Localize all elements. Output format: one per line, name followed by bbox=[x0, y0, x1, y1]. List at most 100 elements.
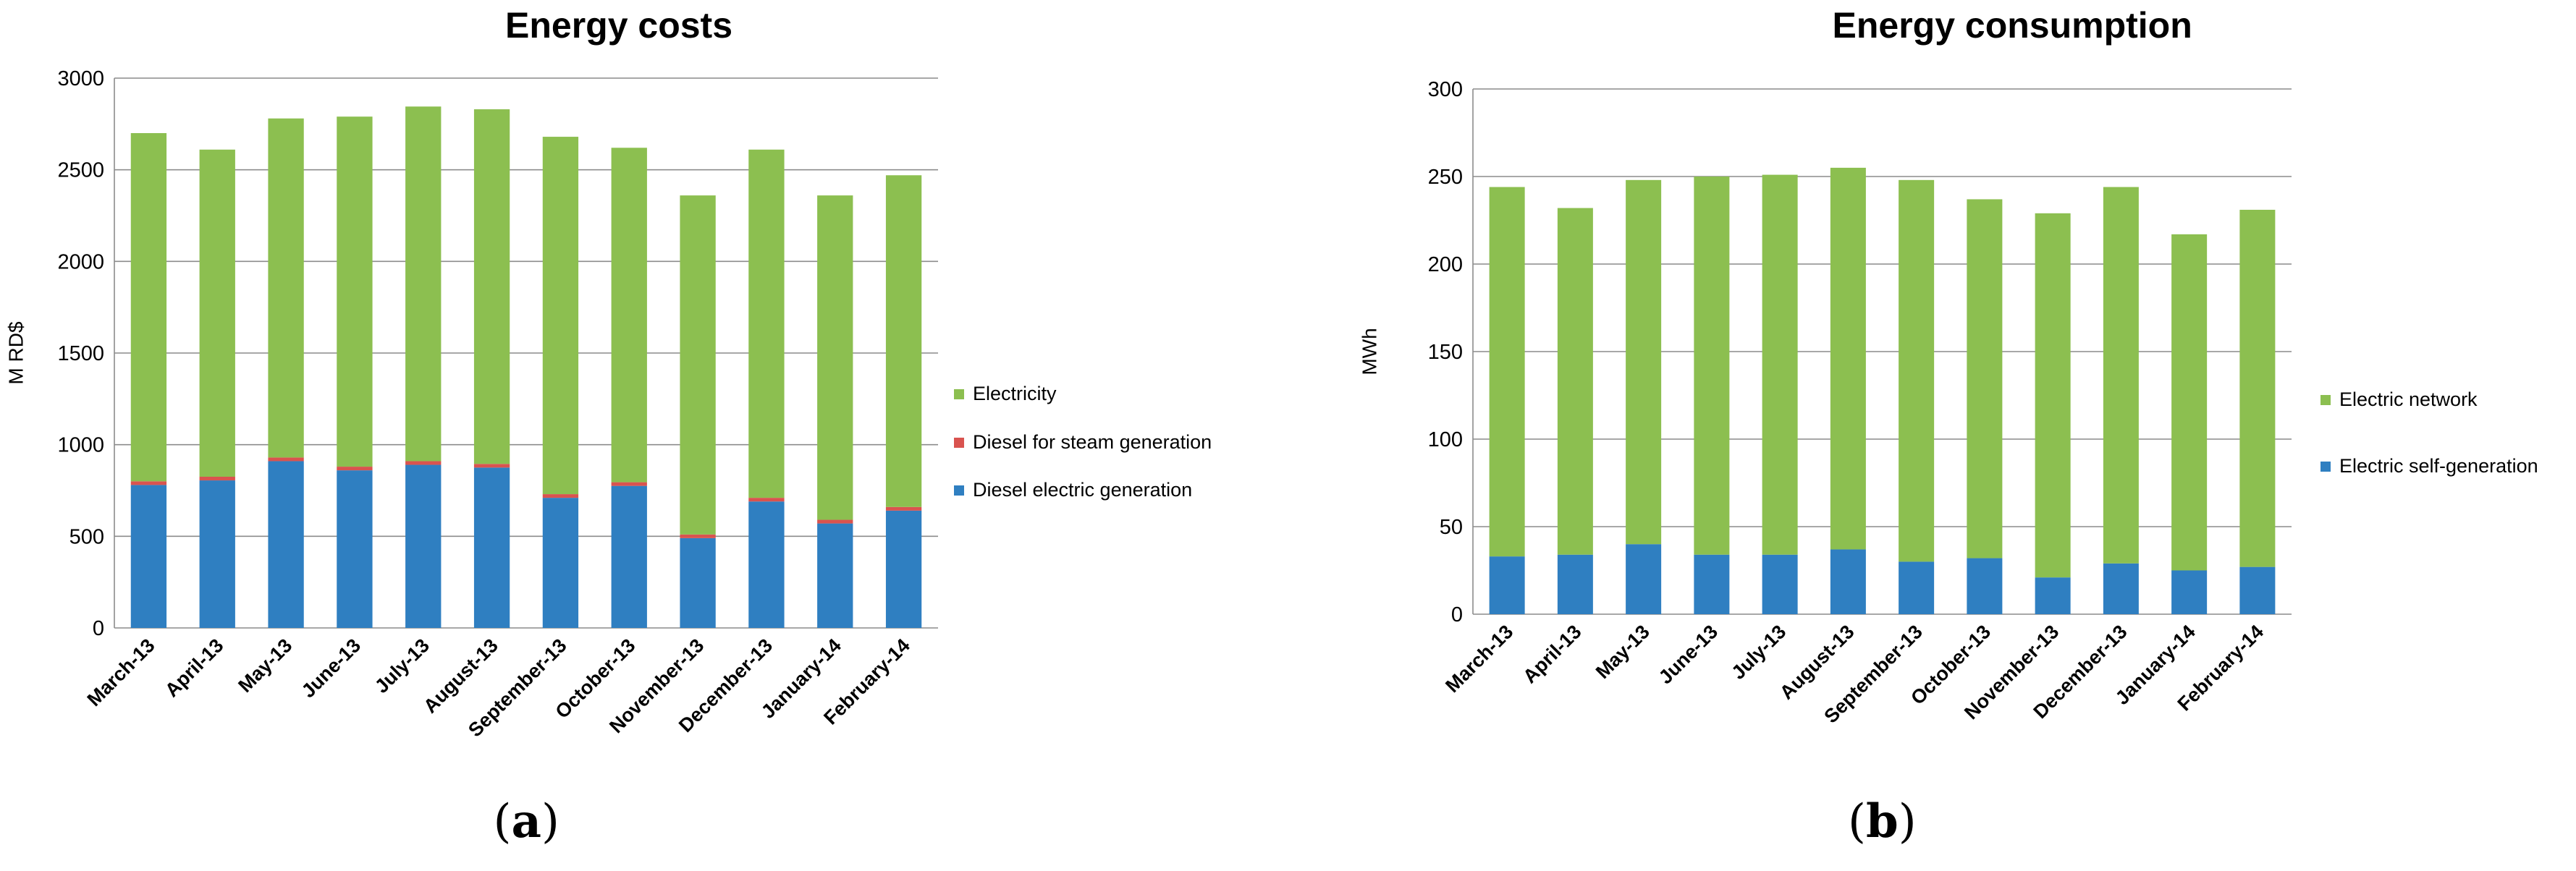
y-tick-label: 2500 bbox=[57, 159, 104, 182]
legend-label: Diesel for steam generation bbox=[973, 431, 1212, 453]
bar-segment bbox=[1899, 179, 1935, 562]
legend-swatch bbox=[954, 437, 964, 448]
x-tick-label: May-13 bbox=[234, 634, 296, 697]
bar-segment bbox=[268, 118, 304, 458]
y-tick-label: 1500 bbox=[57, 342, 104, 365]
y-tick-label: 100 bbox=[1428, 428, 1463, 451]
bar-segment bbox=[748, 498, 785, 502]
x-tick-label: April-13 bbox=[1519, 621, 1585, 687]
legend-item: Diesel electric generation bbox=[954, 479, 1192, 501]
bar-segment bbox=[473, 467, 510, 628]
bar-segment bbox=[885, 510, 922, 628]
bar-segment bbox=[1489, 187, 1525, 557]
panel-letter: a bbox=[511, 794, 541, 849]
legend-label: Diesel electric generation bbox=[973, 479, 1193, 501]
bar-segment bbox=[817, 519, 853, 524]
bar-segment bbox=[2035, 213, 2071, 578]
bar-segment bbox=[337, 116, 373, 467]
legend-item: Electricity bbox=[954, 383, 1057, 405]
panel-label: (a) bbox=[493, 794, 559, 849]
bar-segment bbox=[542, 498, 579, 628]
bar-segment bbox=[680, 538, 716, 628]
bar-segment bbox=[542, 494, 579, 498]
y-tick-label: 0 bbox=[1451, 603, 1463, 626]
bar-segment bbox=[337, 467, 373, 471]
bar-segment bbox=[2103, 563, 2139, 614]
bar-segment bbox=[1694, 554, 1730, 614]
chart-title: Energy consumption bbox=[1832, 5, 2192, 46]
y-tick-label: 150 bbox=[1428, 341, 1463, 364]
legend-label: Electric network bbox=[2339, 388, 2478, 410]
bar-segment bbox=[1830, 549, 1866, 614]
bar-segment bbox=[611, 482, 647, 486]
bar-segment bbox=[748, 501, 785, 628]
y-tick-label: 0 bbox=[93, 617, 104, 640]
legend-label: Electricity bbox=[973, 383, 1057, 404]
bar-segment bbox=[680, 534, 716, 538]
legend-swatch bbox=[2320, 461, 2331, 472]
legend-swatch bbox=[954, 485, 964, 496]
panel-label: (b) bbox=[1848, 794, 1917, 849]
legend-item: Electric network bbox=[2320, 388, 2478, 411]
bar-segment bbox=[130, 133, 167, 482]
y-tick-label: 1000 bbox=[57, 434, 104, 457]
bar-segment bbox=[1899, 561, 1935, 614]
bar-segment bbox=[1830, 167, 1866, 550]
bar-segment bbox=[268, 461, 304, 628]
x-tick-label: June-13 bbox=[1655, 621, 1722, 688]
bar-segment bbox=[2239, 566, 2276, 614]
x-tick-label: June-13 bbox=[297, 634, 365, 702]
legend-swatch bbox=[2320, 394, 2331, 405]
y-tick-label: 3000 bbox=[57, 67, 104, 90]
bar-segment bbox=[2171, 570, 2208, 614]
x-tick-label: July-13 bbox=[1727, 621, 1790, 684]
x-tick-label: April-13 bbox=[161, 634, 227, 701]
bar-segment bbox=[2171, 234, 2208, 571]
x-tick-label: March-13 bbox=[83, 634, 159, 710]
bar-segment bbox=[268, 457, 304, 462]
bar-segment bbox=[199, 149, 235, 477]
bar-segment bbox=[817, 523, 853, 628]
bar-segment bbox=[405, 464, 442, 628]
bar-segment bbox=[2239, 209, 2276, 567]
bar-segment bbox=[1694, 177, 1730, 555]
bar-segment bbox=[542, 137, 579, 495]
bar-segment bbox=[1626, 544, 1662, 614]
bar-segment bbox=[199, 480, 235, 628]
chart-panel-b: Energy consumption MWh 0 50 100 150 200 250 30… bbox=[1288, 0, 2576, 871]
bar-segment bbox=[199, 477, 235, 481]
chart-panel-a: Energy costs M RD$ 0 500 1000 1500 2000 2500 3… bbox=[4, 5, 1212, 849]
bar-segment bbox=[1489, 556, 1525, 614]
chart-plot: 0 500 1000 1500 2000 2500 3000 March-13 April-13… bbox=[57, 67, 938, 742]
bar-segment bbox=[611, 485, 647, 628]
bar-segment bbox=[2103, 187, 2139, 564]
bar-segment bbox=[1762, 554, 1798, 614]
bar-segment bbox=[337, 470, 373, 628]
y-tick-label: 50 bbox=[1440, 516, 1463, 539]
bar-segment bbox=[1967, 558, 2003, 614]
legend-item: Electric self-generation bbox=[2320, 455, 2538, 477]
bar-segment bbox=[473, 464, 510, 468]
bar-segment bbox=[473, 109, 510, 464]
bar-segment bbox=[1557, 554, 1593, 614]
y-tick-label: 500 bbox=[69, 525, 104, 548]
y-tick-label: 2000 bbox=[57, 250, 104, 273]
chart-plot: 0 50 100 150 200 250 300 March-13 April-13 May-13… bbox=[1428, 78, 2292, 728]
bar-segment bbox=[1762, 174, 1798, 555]
legend-swatch bbox=[954, 388, 964, 399]
x-tick-label: July-13 bbox=[371, 634, 434, 697]
legend-item: Diesel for steam generation bbox=[954, 431, 1212, 454]
panel-letter: b bbox=[1865, 794, 1899, 849]
y-tick-label: 300 bbox=[1428, 78, 1463, 101]
bar-segment bbox=[885, 506, 922, 511]
bar-segment bbox=[817, 195, 853, 520]
x-tick-label: May-13 bbox=[1592, 621, 1654, 683]
bar-segment bbox=[885, 175, 922, 507]
y-tick-label: 250 bbox=[1428, 166, 1463, 189]
bar-segment bbox=[611, 148, 647, 483]
bar-segment bbox=[405, 461, 442, 465]
chart-title: Energy costs bbox=[505, 5, 733, 46]
bar-segment bbox=[130, 485, 167, 628]
x-tick-label: March-13 bbox=[1441, 621, 1517, 697]
bar-segment bbox=[1626, 179, 1662, 545]
